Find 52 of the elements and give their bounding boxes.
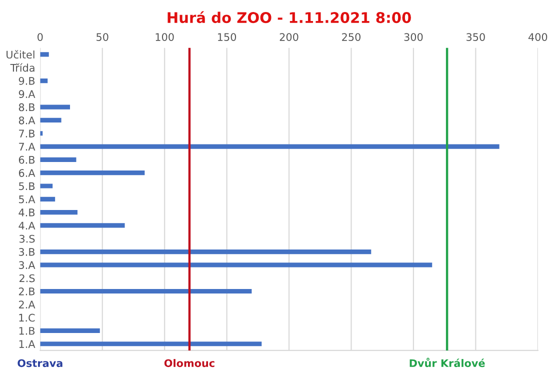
- chart-title: Hurá do ZOO - 1.11.2021 8:00: [168, 11, 411, 24]
- bar: [40, 249, 372, 254]
- bar: [40, 157, 76, 162]
- y-tick-label: 2.S: [20, 274, 35, 282]
- bar: [40, 196, 56, 202]
- y-tick-label: 9.B: [18, 76, 35, 85]
- y-tick-label: 5.B: [19, 182, 35, 190]
- x-tick-label: 200: [280, 33, 298, 41]
- bar: [40, 104, 70, 110]
- bar: [40, 223, 125, 228]
- y-tick-label: 9.A: [18, 90, 36, 98]
- y-tick-label: Třída: [10, 63, 34, 72]
- bar: [40, 78, 48, 84]
- x-tick-label: 400: [528, 33, 548, 41]
- y-tick-label: 2.B: [18, 287, 35, 296]
- y-tick-label: 7.A: [19, 142, 36, 150]
- bar: [40, 144, 500, 149]
- bar: [40, 210, 78, 215]
- bar: [40, 52, 49, 57]
- y-tick-label: 6.B: [18, 156, 35, 164]
- y-tick-label: 3.A: [19, 261, 36, 270]
- x-tick-label: 100: [156, 33, 174, 41]
- y-tick-label: 1.B: [19, 327, 35, 335]
- ref-line-label: Olomouc: [164, 359, 214, 368]
- y-tick-label: 1.A: [19, 340, 36, 348]
- y-tick-label: 5.A: [19, 196, 36, 204]
- y-tick-label: 7.B: [19, 130, 35, 138]
- x-tick-label: 0: [38, 33, 43, 41]
- x-tick-label: 300: [404, 33, 423, 41]
- bar: [40, 170, 145, 176]
- x-tick-label: 50: [96, 33, 108, 41]
- bar: [40, 288, 252, 294]
- y-tick-label: 4.A: [18, 222, 36, 230]
- ref-line-label: Dvůr Králové: [410, 358, 485, 368]
- bar: [40, 342, 262, 346]
- y-tick-label: 8.A: [18, 116, 36, 124]
- y-tick-label: 8.B: [18, 103, 35, 112]
- y-tick-label: Učitel: [6, 50, 34, 59]
- y-tick-label: 3.B: [19, 248, 35, 256]
- y-tick-label: 6.A: [18, 169, 36, 177]
- bar: [40, 328, 100, 334]
- text: Ostrava: [18, 359, 62, 368]
- x-tick-label: 250: [342, 33, 360, 41]
- y-tick-label: 3.S: [20, 234, 35, 243]
- x-tick-label: 150: [218, 33, 236, 41]
- y-tick-label: 2.A: [18, 300, 36, 308]
- bar: [40, 184, 53, 188]
- bar: [40, 118, 62, 123]
- x-tick-label: 350: [466, 33, 485, 41]
- y-tick-label: 4.B: [18, 208, 35, 216]
- bar: [40, 262, 432, 268]
- y-tick-label: 1.C: [19, 314, 35, 322]
